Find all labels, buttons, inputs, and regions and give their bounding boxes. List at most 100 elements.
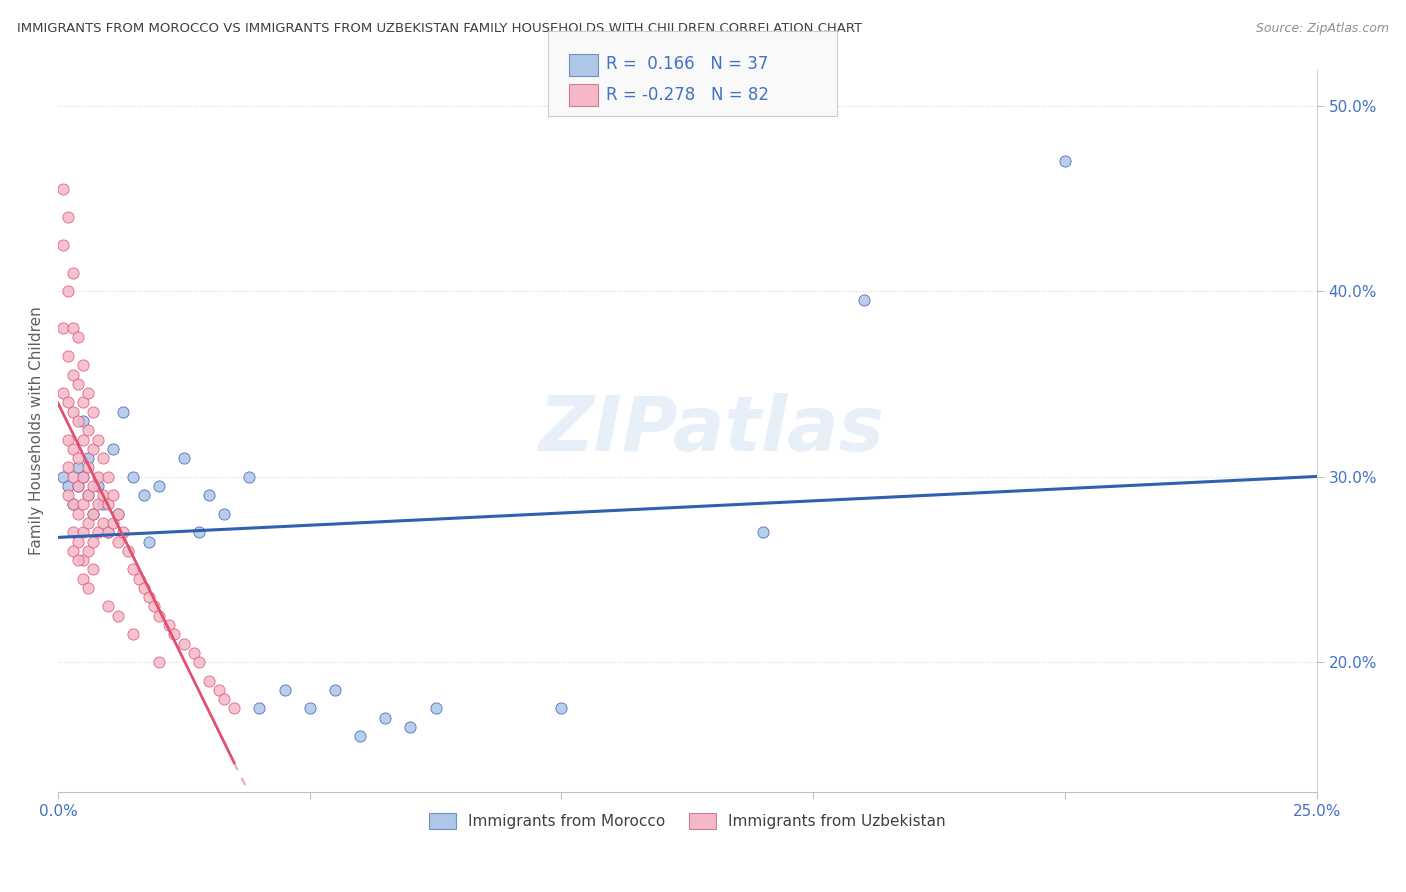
Point: [97, 525, 120, 540]
Point: [62, 498, 84, 512]
Point: [82, 479, 104, 493]
Point: [212, 692, 235, 706]
Point: [198, 673, 221, 688]
Point: [173, 636, 195, 650]
Point: [157, 618, 180, 632]
Point: [67, 376, 90, 391]
Point: [56, 479, 79, 493]
Point: [208, 682, 231, 697]
Point: [77, 386, 100, 401]
Point: [82, 507, 104, 521]
Point: [425, 701, 447, 715]
Point: [62, 544, 84, 558]
Point: [142, 599, 165, 614]
Point: [103, 488, 125, 502]
Point: [56, 395, 79, 409]
Point: [97, 498, 120, 512]
Point: [62, 469, 84, 483]
Point: [138, 534, 160, 549]
Point: [52, 469, 75, 483]
Point: [62, 266, 84, 280]
Point: [72, 553, 94, 567]
Point: [67, 534, 90, 549]
Point: [148, 479, 170, 493]
Point: [72, 525, 94, 540]
Point: [52, 321, 75, 335]
Point: [62, 321, 84, 335]
Point: [550, 701, 572, 715]
Point: [852, 293, 875, 308]
Point: [56, 284, 79, 298]
Point: [97, 525, 120, 540]
Point: [77, 488, 100, 502]
Point: [117, 544, 139, 558]
Point: [62, 498, 84, 512]
Point: [72, 395, 94, 409]
Point: [224, 701, 246, 715]
Point: [752, 525, 775, 540]
Point: [374, 711, 396, 725]
Point: [187, 525, 209, 540]
Point: [56, 488, 79, 502]
Text: IMMIGRANTS FROM MOROCCO VS IMMIGRANTS FROM UZBEKISTAN FAMILY HOUSEHOLDS WITH CHI: IMMIGRANTS FROM MOROCCO VS IMMIGRANTS FR…: [17, 22, 862, 36]
Point: [97, 469, 120, 483]
Point: [323, 682, 346, 697]
Point: [82, 562, 104, 576]
Point: [72, 572, 94, 586]
Point: [103, 442, 125, 456]
Point: [122, 469, 145, 483]
Point: [77, 488, 100, 502]
Point: [247, 701, 270, 715]
Point: [91, 488, 114, 502]
Point: [77, 516, 100, 530]
Point: [67, 479, 90, 493]
Point: [87, 479, 110, 493]
Point: [87, 525, 110, 540]
Point: [67, 414, 90, 428]
Point: [87, 433, 110, 447]
Point: [77, 451, 100, 466]
Legend: Immigrants from Morocco, Immigrants from Uzbekistan: Immigrants from Morocco, Immigrants from…: [423, 806, 952, 835]
Point: [52, 182, 75, 196]
Point: [67, 330, 90, 344]
Point: [163, 627, 186, 641]
Point: [212, 507, 235, 521]
Point: [103, 516, 125, 530]
Point: [72, 498, 94, 512]
Point: [122, 562, 145, 576]
Text: Source: ZipAtlas.com: Source: ZipAtlas.com: [1256, 22, 1389, 36]
Point: [148, 655, 170, 669]
Point: [82, 534, 104, 549]
Point: [273, 682, 295, 697]
Text: R =  0.166   N = 37: R = 0.166 N = 37: [606, 55, 768, 73]
Point: [52, 237, 75, 252]
Point: [77, 581, 100, 595]
Point: [56, 433, 79, 447]
Point: [72, 414, 94, 428]
Point: [298, 701, 321, 715]
Point: [72, 433, 94, 447]
Y-axis label: Family Households with Children: Family Households with Children: [30, 306, 44, 555]
Point: [91, 498, 114, 512]
Point: [67, 507, 90, 521]
Point: [77, 544, 100, 558]
Point: [82, 442, 104, 456]
Point: [72, 469, 94, 483]
Point: [56, 460, 79, 475]
Point: [62, 368, 84, 382]
Point: [62, 405, 84, 419]
Point: [77, 460, 100, 475]
Point: [82, 507, 104, 521]
Point: [1053, 154, 1076, 169]
Point: [107, 507, 129, 521]
Point: [67, 553, 90, 567]
Point: [138, 590, 160, 604]
Point: [82, 405, 104, 419]
Text: R = -0.278   N = 82: R = -0.278 N = 82: [606, 86, 769, 103]
Point: [67, 479, 90, 493]
Point: [148, 608, 170, 623]
Point: [173, 451, 195, 466]
Point: [56, 210, 79, 224]
Point: [112, 525, 135, 540]
Point: [56, 349, 79, 363]
